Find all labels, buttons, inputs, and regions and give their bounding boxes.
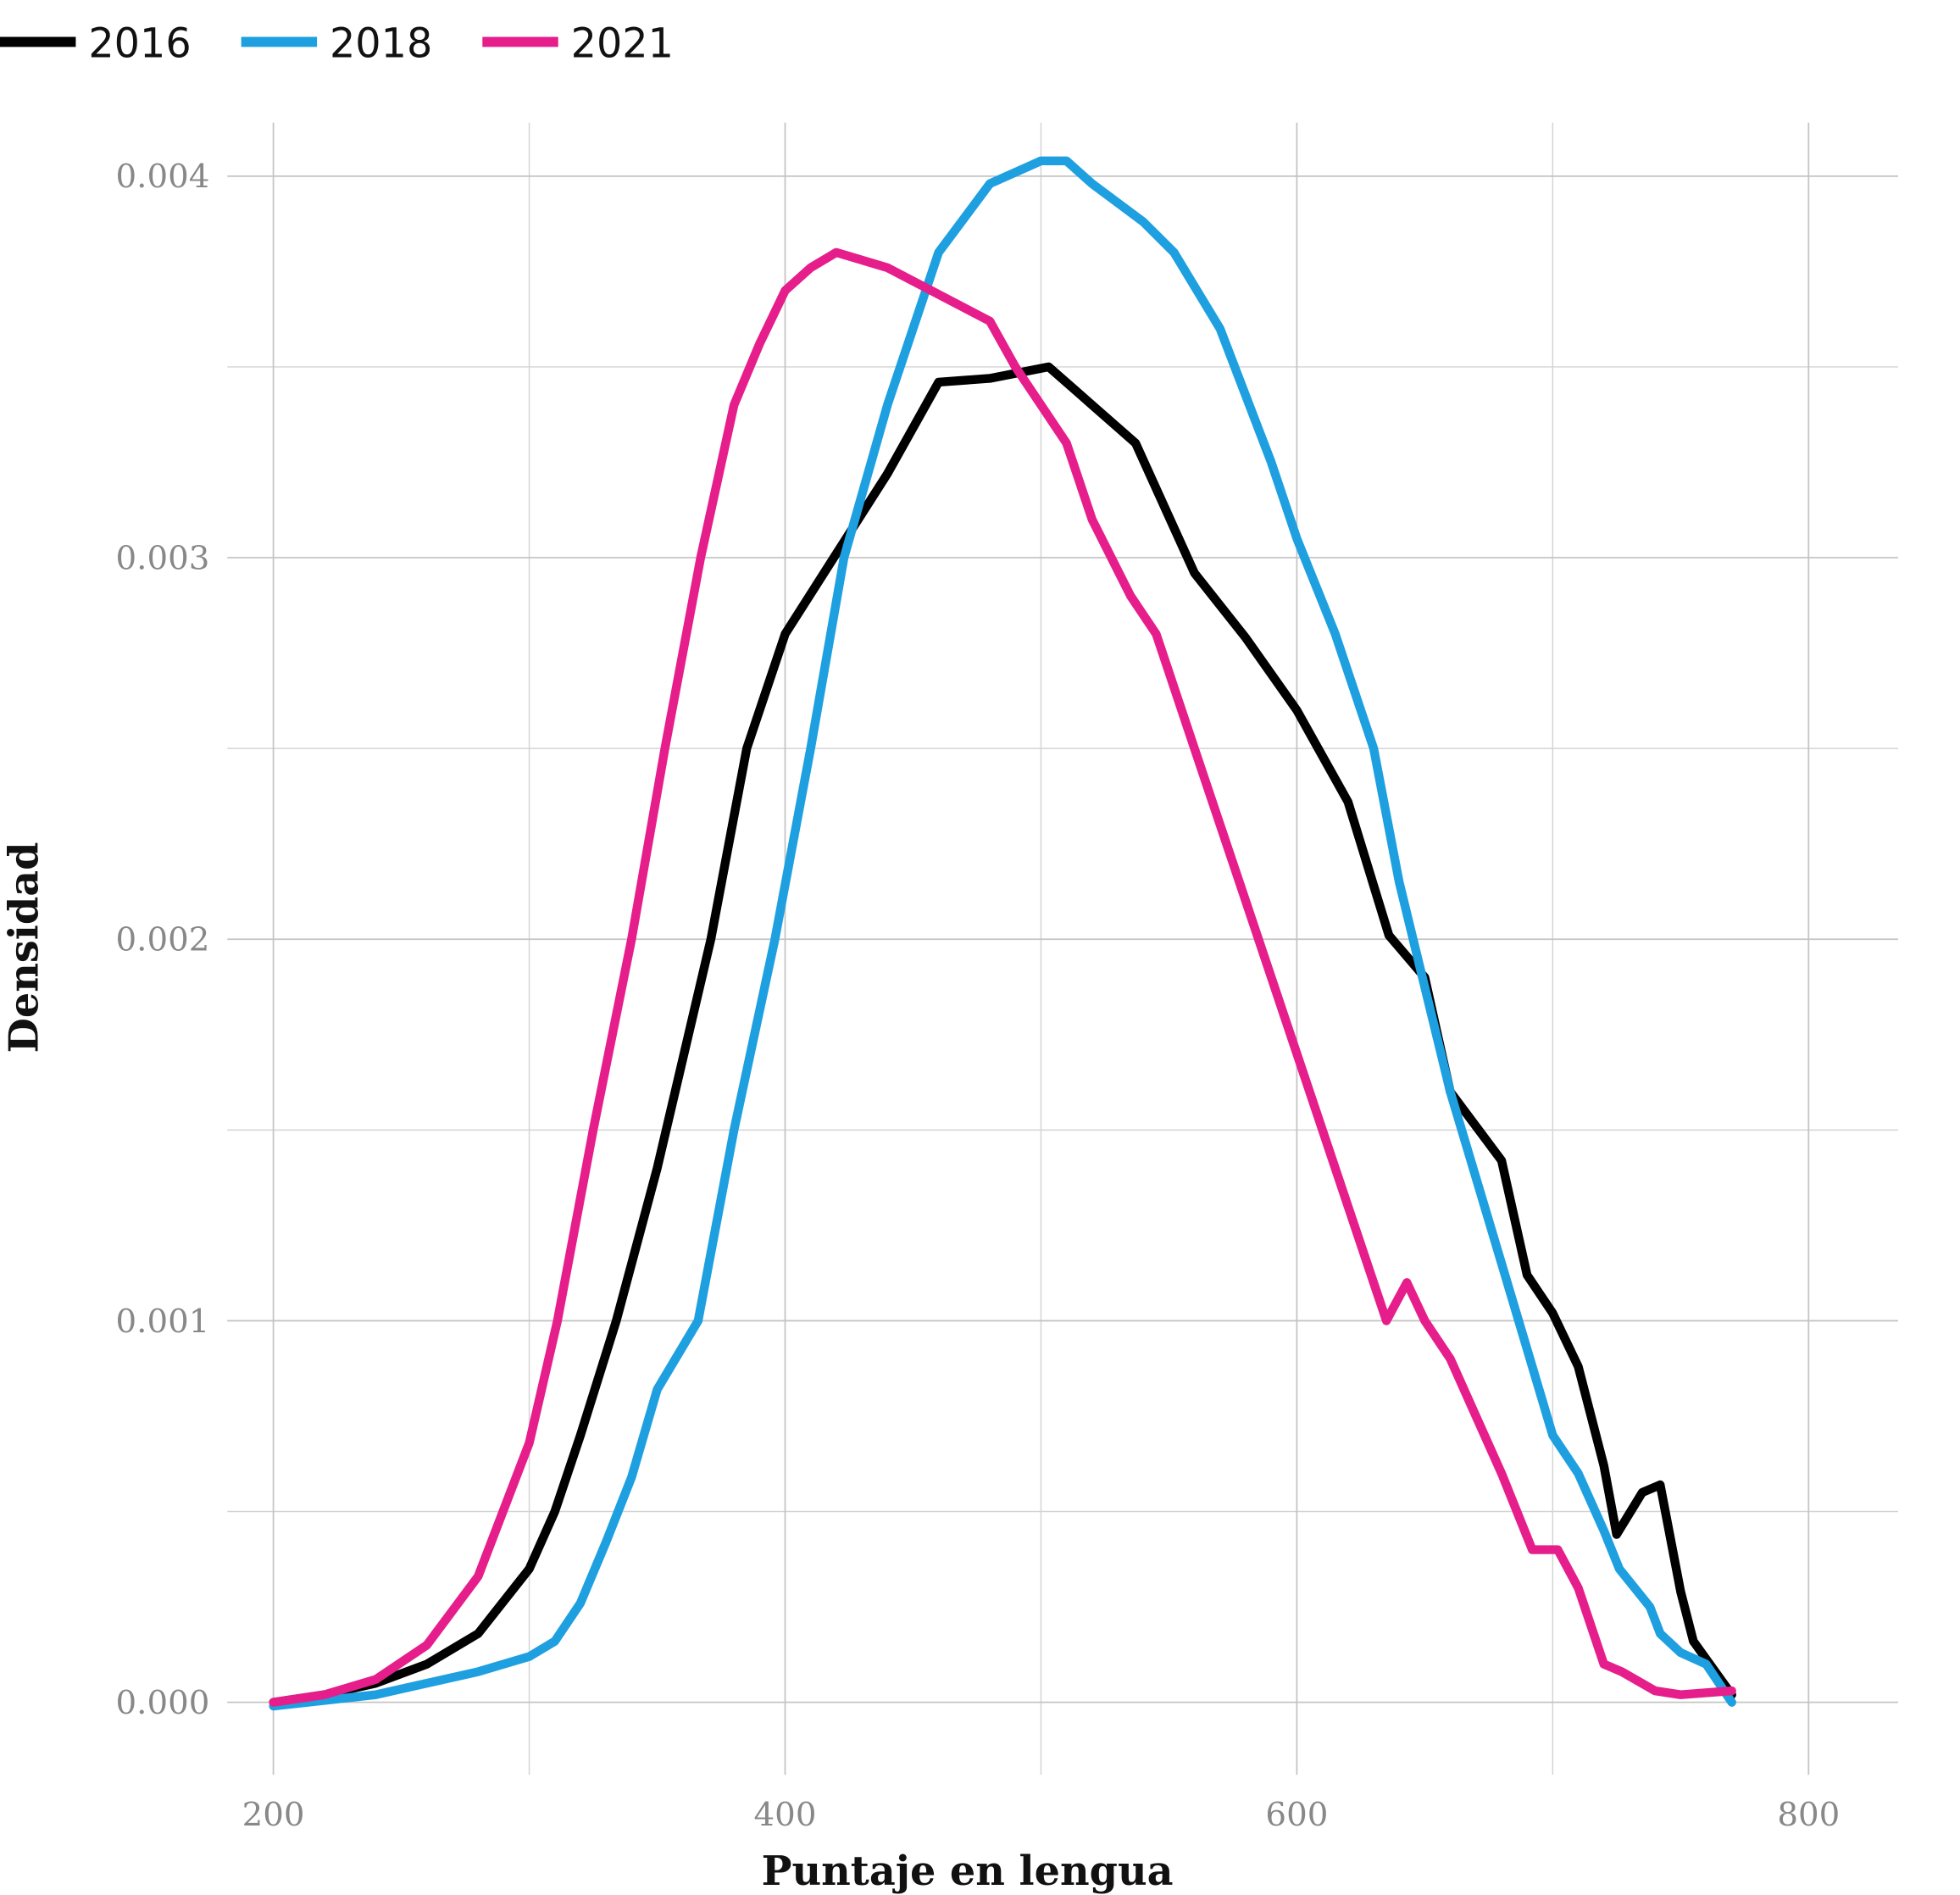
legend-label: 2016 (88, 20, 191, 67)
x-tick-label: 600 (1265, 1796, 1328, 1834)
y-tick-label: 0.003 (116, 539, 210, 577)
x-tick-label: 800 (1777, 1796, 1840, 1834)
line-series (269, 247, 1736, 1707)
y-tick-label: 0.002 (116, 921, 210, 959)
y-tick-label: 0.001 (116, 1303, 210, 1341)
legend-label: 2021 (571, 20, 674, 67)
line-series (269, 156, 1736, 1711)
y-tick-label: 0.000 (116, 1684, 210, 1722)
x-tick-label: 200 (242, 1796, 305, 1834)
line-series (269, 362, 1736, 1707)
y-tick-label: 0.004 (116, 158, 210, 196)
x-axis-title: Puntaje en lengua (762, 1848, 1174, 1895)
x-tick-label: 400 (754, 1796, 817, 1834)
y-axis-title: Densidad (1, 842, 48, 1053)
legend-label: 2018 (330, 20, 432, 67)
